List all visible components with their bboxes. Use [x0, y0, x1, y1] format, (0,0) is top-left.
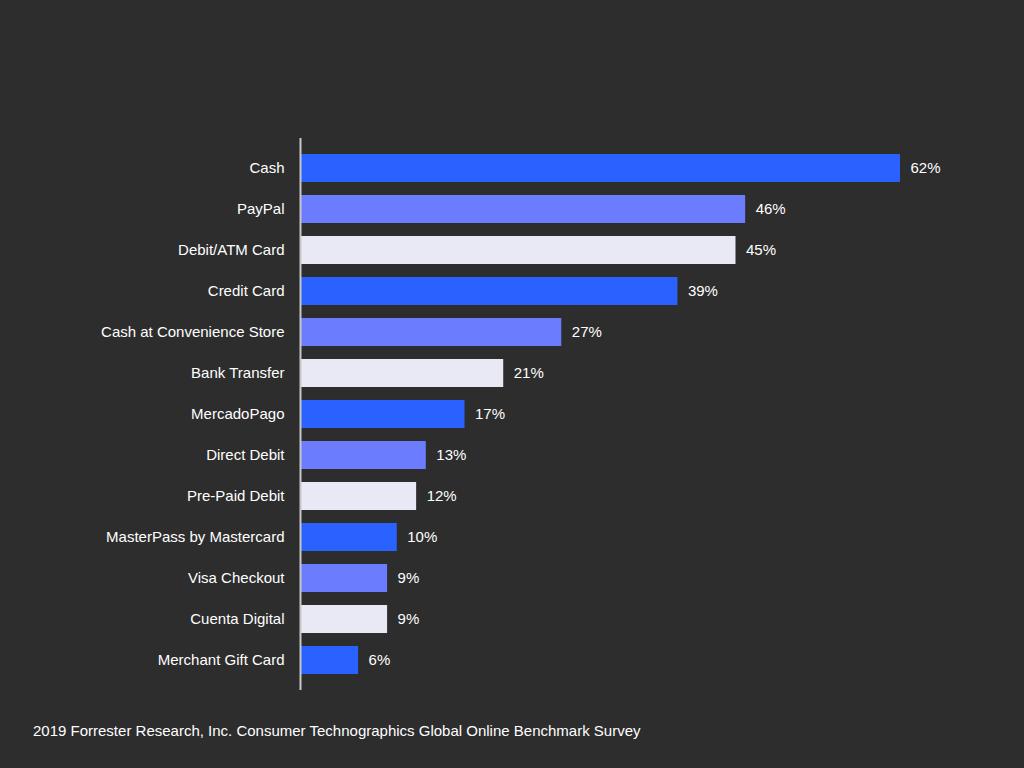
svg-text:Cash: Cash: [249, 159, 284, 176]
svg-text:MasterPass by Mastercard: MasterPass by Mastercard: [106, 528, 284, 545]
svg-text:Cash at Convenience Store: Cash at Convenience Store: [101, 323, 284, 340]
svg-text:Visa Checkout: Visa Checkout: [188, 569, 285, 586]
svg-text:Bank Transfer: Bank Transfer: [191, 364, 284, 381]
svg-text:10%: 10%: [407, 528, 437, 545]
svg-text:27%: 27%: [572, 323, 602, 340]
svg-text:Merchant Gift Card: Merchant Gift Card: [158, 651, 285, 668]
svg-text:Cuenta Digital: Cuenta Digital: [190, 610, 284, 627]
svg-text:45%: 45%: [746, 241, 776, 258]
svg-text:PayPal: PayPal: [237, 200, 285, 217]
svg-text:6%: 6%: [369, 651, 391, 668]
svg-text:Pre-Paid Debit: Pre-Paid Debit: [187, 487, 285, 504]
html-text:2019 Forrester Research, Inc.: 2019 Forrester Research, Inc. Consumer T…: [33, 722, 641, 739]
svg-text:46%: 46%: [756, 200, 786, 217]
svg-text:39%: 39%: [688, 282, 718, 299]
svg-text:21%: 21%: [514, 364, 544, 381]
svg-text:9%: 9%: [398, 569, 420, 586]
svg-text:9%: 9%: [398, 610, 420, 627]
svg-text:62%: 62%: [911, 159, 941, 176]
svg-text:12%: 12%: [427, 487, 457, 504]
svg-text:Debit/ATM Card: Debit/ATM Card: [178, 241, 284, 258]
svg-text:13%: 13%: [436, 446, 466, 463]
svg-text:17%: 17%: [475, 405, 505, 422]
svg-text:MercadoPago: MercadoPago: [191, 405, 284, 422]
svg-text:Credit Card: Credit Card: [208, 282, 285, 299]
svg-text:Direct Debit: Direct Debit: [206, 446, 285, 463]
